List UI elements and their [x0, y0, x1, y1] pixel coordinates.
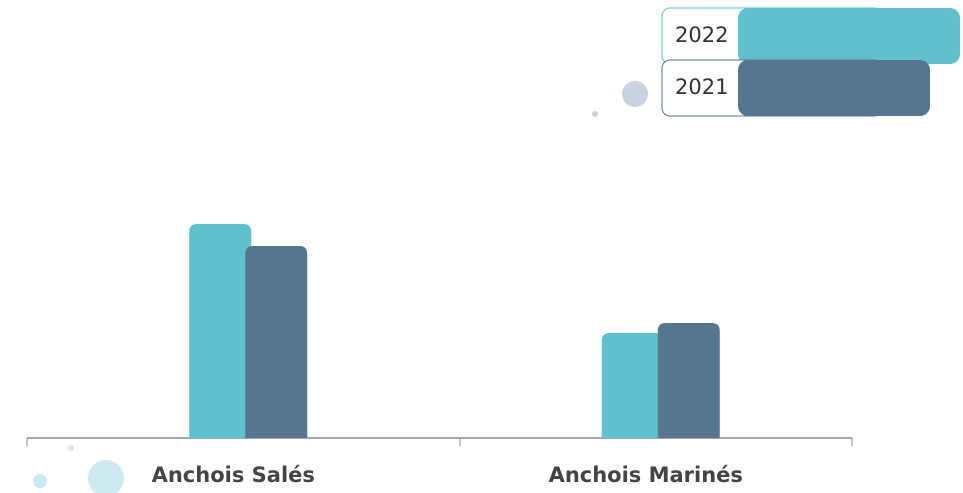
decoration [88, 460, 124, 493]
decoration [592, 111, 598, 117]
legend-swatch [738, 8, 960, 64]
legend-label: 2022 [675, 23, 728, 47]
x-tick-label: Anchois Marinés [549, 463, 743, 487]
decoration [33, 474, 47, 488]
bar [189, 224, 252, 438]
bar [245, 246, 308, 438]
legend-swatch [738, 60, 930, 116]
decoration [622, 81, 648, 107]
decoration [68, 445, 74, 451]
bar [601, 333, 664, 438]
bar [657, 323, 720, 438]
x-tick-label: Anchois Salés [152, 463, 315, 487]
legend-label: 2021 [675, 75, 728, 99]
